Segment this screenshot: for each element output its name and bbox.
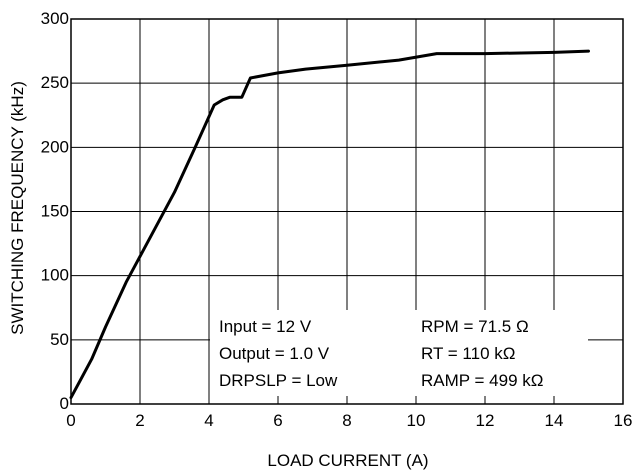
annotation-background — [210, 310, 588, 396]
x-tick-label: 14 — [545, 411, 564, 430]
y-axis-title: SWITCHING FREQUENCY (kHz) — [8, 81, 27, 335]
x-tick-label: 0 — [66, 411, 75, 430]
y-tick-label: 100 — [41, 266, 69, 285]
annotation-rpm: RPM = 71.5 Ω — [421, 317, 529, 336]
y-tick-label: 250 — [41, 73, 69, 92]
y-tick-label: 300 — [41, 9, 69, 28]
y-tick-label: 0 — [60, 394, 69, 413]
annotation-output: Output = 1.0 V — [219, 344, 330, 363]
annotation-ramp: RAMP = 499 kΩ — [421, 371, 543, 390]
tick-labels: 0 2 4 6 8 10 12 14 16 0 50 100 150 200 250 300 — [41, 9, 633, 430]
x-tick-label: 4 — [204, 411, 213, 430]
annotation-box: Input = 12 V Output = 1.0 V DRPSLP = Low… — [210, 310, 588, 396]
series-line — [69, 49, 590, 400]
x-tick-label: 6 — [273, 411, 282, 430]
annotation-drpslp: DRPSLP = Low — [219, 371, 338, 390]
y-tick-label: 150 — [41, 202, 69, 221]
x-tick-label: 12 — [476, 411, 495, 430]
y-tick-label: 50 — [50, 330, 69, 349]
x-tick-label: 16 — [614, 411, 633, 430]
plot-frame — [70, 18, 624, 405]
x-axis-title: LOAD CURRENT (A) — [267, 451, 428, 470]
annotation-input: Input = 12 V — [219, 317, 312, 336]
annotation-rt: RT = 110 kΩ — [421, 344, 515, 363]
x-tick-label: 8 — [342, 411, 351, 430]
x-tick-label: 2 — [135, 411, 144, 430]
grid — [70, 18, 624, 405]
series — [69, 49, 590, 400]
x-tick-label: 10 — [407, 411, 426, 430]
y-tick-label: 200 — [41, 137, 69, 156]
